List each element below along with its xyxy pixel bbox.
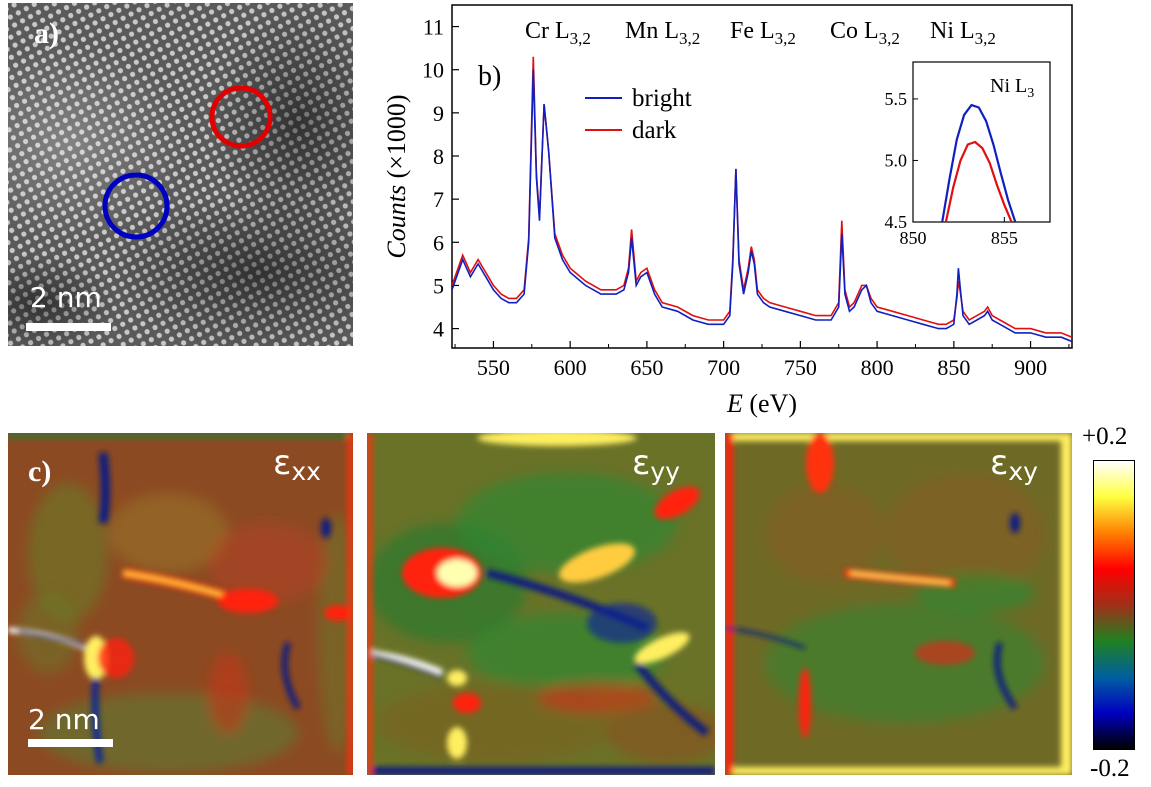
x-tick-label: 850	[937, 355, 970, 380]
exx-label: εxx	[273, 443, 321, 486]
panel-c-label: c)	[28, 455, 52, 488]
inset-y-tick-label: 5.0	[885, 150, 908, 170]
y-tick-label: 7	[433, 187, 444, 212]
eels-spectrum-chart: 550 600 650 700 750 800 850 900 4 5 6 7 8 9 10 11 E (eV)…	[360, 0, 1151, 420]
hrtem-image: a) 2 nm	[8, 3, 353, 346]
x-tick-label: 600	[554, 355, 587, 380]
scale-bar	[26, 323, 111, 331]
panel-b-label: b)	[478, 61, 501, 92]
edge-label-mn: Mn L3,2	[625, 18, 700, 48]
exx-sub: xx	[291, 457, 321, 486]
red-circle	[209, 85, 273, 149]
spectrum-svg: 550 600 650 700 750 800 850 900 4 5 6 7 8 9 10 11 E (eV)…	[382, 4, 1073, 418]
inset-series-dark	[944, 140, 1013, 222]
colorbar	[1093, 460, 1135, 750]
scale-bar-c-label: 2 nm	[28, 703, 100, 736]
inset-label: Ni L3	[990, 75, 1034, 101]
x-tick-label: 550	[477, 355, 510, 380]
x-tick-label: 650	[630, 355, 663, 380]
inset-y-tick-label: 5.5	[885, 89, 908, 109]
exy-symbol: ε	[990, 443, 1009, 483]
y-axis-label: Counts (×1000)	[382, 94, 411, 258]
exy-sub: xy	[1008, 457, 1038, 486]
legend-label-bright: bright	[632, 85, 692, 112]
hrtem-lattice-image	[8, 3, 353, 346]
y-tick-label: 10	[422, 58, 444, 83]
eyy-label: εyy	[632, 443, 680, 486]
edge-label-cr: Cr L3,2	[525, 18, 591, 48]
blue-circle	[102, 172, 170, 240]
inset-x-tick-label: 850	[900, 228, 927, 248]
y-tick-label: 5	[433, 273, 444, 298]
strain-map-exx: c) εxx 2 nm	[8, 433, 353, 775]
x-tick-label: 700	[707, 355, 740, 380]
y-tick-label: 4	[433, 317, 444, 342]
strain-map-exy: εxy	[725, 433, 1072, 775]
edge-label-ni: Ni L3,2	[930, 18, 996, 48]
edge-label-co: Co L3,2	[830, 18, 900, 48]
eyy-symbol: ε	[632, 443, 651, 483]
x-tick-label: 750	[784, 355, 817, 380]
exy-label: εxy	[990, 443, 1038, 486]
scale-bar-label: 2 nm	[30, 281, 102, 314]
legend-label-dark: dark	[632, 117, 677, 144]
strain-map-eyy: εyy	[367, 433, 715, 775]
inset-y-tick-label: 4.5	[885, 212, 908, 232]
colorbar-max-label: +0.2	[1082, 423, 1128, 450]
eyy-sub: yy	[650, 457, 680, 486]
y-tick-label: 8	[433, 144, 444, 169]
edge-label-fe: Fe L3,2	[730, 18, 796, 48]
x-tick-label: 800	[861, 355, 894, 380]
y-tick-label: 9	[433, 101, 444, 126]
y-tick-label: 6	[433, 230, 444, 255]
strain-map-exy-image	[725, 433, 1072, 775]
y-tick-label: 11	[423, 15, 444, 40]
exx-symbol: ε	[273, 443, 292, 483]
inset-frame	[912, 61, 1051, 223]
inset-series-bright	[941, 103, 1017, 222]
series-bright	[452, 69, 1072, 343]
strain-map-exx-image	[8, 433, 353, 775]
strain-map-eyy-image	[367, 433, 715, 775]
colorbar-min-label: -0.2	[1090, 755, 1130, 782]
scale-bar-c	[28, 739, 113, 747]
x-tick-label: 900	[1014, 355, 1047, 380]
x-axis-label: E (eV)	[726, 389, 797, 418]
inset-x-tick-label: 855	[991, 228, 1018, 248]
panel-a-label: a)	[34, 17, 59, 50]
